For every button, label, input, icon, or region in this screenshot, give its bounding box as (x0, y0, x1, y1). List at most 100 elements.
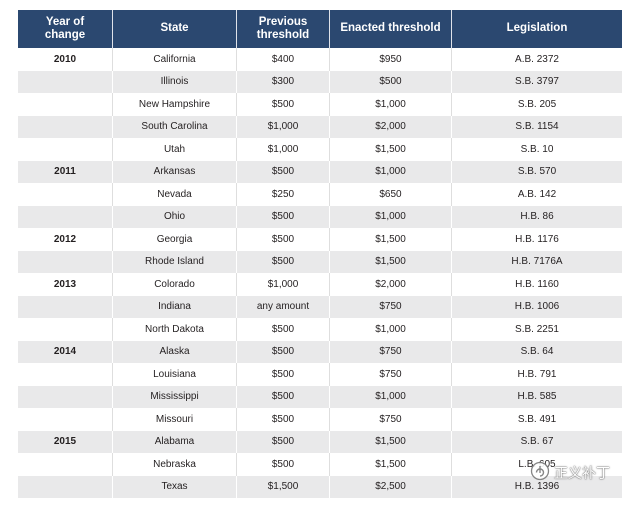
legislation-cell: A.B. 142 (517, 188, 557, 200)
header-legislation: Legislation (452, 10, 622, 48)
year-cell (18, 475, 113, 498)
year-cell (18, 205, 113, 228)
table-row: New Hampshire $500 $1,000 S.B. 205 (18, 93, 622, 116)
legislation-cell: H.B. 1160 (515, 278, 559, 290)
legislation-cell: H.B. 1396 (514, 481, 560, 493)
year-cell: 2011 (18, 160, 113, 183)
enacted-threshold-cell: $2,500 (330, 475, 452, 498)
year-cell: 2010 (18, 48, 113, 71)
table-row: 2010 California $400 $950 A.B. 2372 (18, 48, 622, 71)
previous-threshold-cell: $500 (237, 453, 330, 476)
header-label: Enacted threshold (340, 22, 441, 35)
legislation-cell: S.B. 1154 (515, 121, 559, 133)
previous-threshold-cell: $1,000 (237, 138, 330, 161)
year-cell: 2015 (18, 430, 113, 453)
state-cell: Georgia (113, 228, 237, 251)
enacted-threshold-cell: $1,000 (330, 160, 452, 183)
enacted-threshold-cell: $1,000 (330, 318, 452, 341)
header-state: State (113, 10, 237, 48)
table-row: Nevada $250 $650 A.B. 142 (18, 183, 622, 206)
legislation-cell: H.B. 791 (517, 368, 557, 380)
previous-threshold-cell: any amount (237, 295, 330, 318)
header-label: Year of change (44, 15, 86, 42)
enacted-threshold-cell: $650 (330, 183, 452, 206)
table-row: Illinois $300 $500 S.B. 3797 (18, 70, 622, 93)
header-year-of-change: Year of change (18, 10, 113, 48)
previous-threshold-cell: $500 (237, 93, 330, 116)
table-row: 2013 Colorado $1,000 $2,000 H.B. 1160 (18, 273, 622, 296)
previous-threshold-cell: $500 (237, 430, 330, 453)
year-cell (18, 138, 113, 161)
previous-threshold-cell: $500 (237, 160, 330, 183)
previous-threshold-cell: $500 (237, 205, 330, 228)
state-cell: Arkansas (113, 160, 237, 183)
table-header: Year of change State Previous threshold … (18, 10, 622, 48)
enacted-threshold-cell: $2,000 (330, 273, 452, 296)
state-cell: New Hampshire (113, 93, 237, 116)
enacted-threshold-cell: $1,500 (330, 250, 452, 273)
enacted-threshold-cell: $1,500 (330, 138, 452, 161)
table-row: South Carolina $1,000 $2,000 S.B. 1154 (18, 115, 622, 138)
year-cell: 2014 (18, 340, 113, 363)
legislation-cell: S.B. 64 (520, 346, 554, 358)
previous-threshold-cell: $1,500 (237, 475, 330, 498)
year-cell (18, 93, 113, 116)
enacted-threshold-cell: $500 (330, 70, 452, 93)
legislation-cell: S.B. 2251 (515, 323, 559, 335)
enacted-threshold-cell: $750 (330, 295, 452, 318)
previous-threshold-cell: $1,000 (237, 273, 330, 296)
previous-threshold-cell: $500 (237, 363, 330, 386)
state-cell: Louisiana (113, 363, 237, 386)
previous-threshold-cell: $500 (237, 228, 330, 251)
threshold-table: Year of change State Previous threshold … (18, 10, 622, 498)
table-row: Rhode Island $500 $1,500 H.B. 7176A (18, 250, 622, 273)
legislation-cell: S.B. 570 (517, 166, 557, 178)
previous-threshold-cell: $250 (237, 183, 330, 206)
table-row: 2014 Alaska $500 $750 S.B. 64 (18, 340, 622, 363)
state-cell: Nebraska (113, 453, 237, 476)
wechat-account-icon (530, 461, 550, 486)
legislation-cell: S.B. 10 (520, 143, 554, 155)
state-cell: Missouri (113, 408, 237, 431)
enacted-threshold-cell: $950 (330, 48, 452, 71)
header-label: Previous threshold (256, 15, 310, 42)
enacted-threshold-cell: $1,500 (330, 453, 452, 476)
state-cell: Mississippi (113, 385, 237, 408)
table-row: Louisiana $500 $750 H.B. 791 (18, 363, 622, 386)
state-cell: Nevada (113, 183, 237, 206)
watermark: 正义补丁 (530, 460, 610, 486)
table-row: Missouri $500 $750 S.B. 491 (18, 408, 622, 431)
table-row: Utah $1,000 $1,500 S.B. 10 (18, 138, 622, 161)
legislation-cell: H.B. 1176 (515, 233, 559, 245)
state-cell: Ohio (113, 205, 237, 228)
year-cell (18, 318, 113, 341)
previous-threshold-cell: $500 (237, 250, 330, 273)
legislation-cell: H.B. 1006 (514, 301, 560, 313)
table-row: 2015 Alabama $500 $1,500 S.B. 67 (18, 430, 622, 453)
legislation-cell: S.B. 67 (520, 436, 554, 448)
year-cell (18, 70, 113, 93)
enacted-threshold-cell: $1,000 (330, 205, 452, 228)
previous-threshold-cell: $500 (237, 385, 330, 408)
legislation-cell: S.B. 491 (517, 413, 557, 425)
previous-threshold-cell: $500 (237, 340, 330, 363)
year-cell (18, 183, 113, 206)
table-row: 2011 Arkansas $500 $1,000 S.B. 570 (18, 160, 622, 183)
state-cell: Alabama (113, 430, 237, 453)
enacted-threshold-cell: $750 (330, 363, 452, 386)
state-cell: California (113, 48, 237, 71)
state-cell: South Carolina (113, 115, 237, 138)
previous-threshold-cell: $1,000 (237, 115, 330, 138)
previous-threshold-cell: $500 (237, 408, 330, 431)
year-cell (18, 408, 113, 431)
legislation-cell: S.B. 205 (517, 98, 557, 110)
state-cell: Rhode Island (113, 250, 237, 273)
header-previous-threshold: Previous threshold (237, 10, 330, 48)
state-cell: Utah (113, 138, 237, 161)
year-cell (18, 250, 113, 273)
table-row: Mississippi $500 $1,000 H.B. 585 (18, 385, 622, 408)
table-row: North Dakota $500 $1,000 S.B. 2251 (18, 318, 622, 341)
year-cell: 2012 (18, 228, 113, 251)
legislation-cell: S.B. 3797 (515, 76, 559, 88)
year-cell (18, 115, 113, 138)
